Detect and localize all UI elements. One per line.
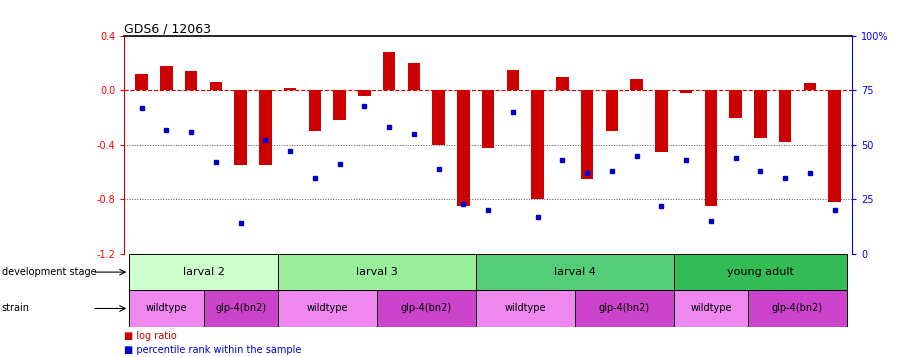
Bar <box>210 82 222 90</box>
Text: young adult: young adult <box>727 267 794 277</box>
Bar <box>129 290 204 327</box>
Text: ■ log ratio: ■ log ratio <box>124 331 177 341</box>
Text: development stage: development stage <box>2 267 97 277</box>
Bar <box>383 52 395 90</box>
Bar <box>680 90 693 93</box>
Bar <box>674 254 847 290</box>
Bar <box>129 254 278 290</box>
Text: wildtype: wildtype <box>690 303 731 313</box>
Bar <box>358 90 370 96</box>
Bar <box>278 290 377 327</box>
Bar <box>377 290 476 327</box>
Bar <box>433 90 445 145</box>
Bar <box>185 71 197 90</box>
Bar <box>531 90 543 199</box>
Text: wildtype: wildtype <box>146 303 187 313</box>
Bar <box>729 90 741 117</box>
Bar <box>204 290 278 327</box>
Text: larval 4: larval 4 <box>554 267 596 277</box>
Bar <box>779 90 791 142</box>
Bar <box>828 90 841 202</box>
Bar <box>482 90 495 147</box>
Text: glp-4(bn2): glp-4(bn2) <box>401 303 452 313</box>
Bar <box>754 90 766 138</box>
Bar <box>674 290 748 327</box>
Bar <box>655 90 668 152</box>
Bar <box>476 290 575 327</box>
Text: larval 2: larval 2 <box>182 267 225 277</box>
Bar <box>804 84 816 90</box>
Text: strain: strain <box>2 303 29 313</box>
Text: glp-4(bn2): glp-4(bn2) <box>599 303 650 313</box>
Text: wildtype: wildtype <box>307 303 348 313</box>
Bar <box>556 77 568 90</box>
Bar <box>705 90 717 206</box>
Bar <box>575 290 674 327</box>
Bar <box>507 70 519 90</box>
Bar <box>278 254 476 290</box>
Bar <box>748 290 847 327</box>
Text: glp-4(bn2): glp-4(bn2) <box>216 303 266 313</box>
Bar <box>160 66 172 90</box>
Bar <box>581 90 593 179</box>
Bar <box>284 87 297 90</box>
Bar <box>309 90 321 131</box>
Text: wildtype: wildtype <box>505 303 546 313</box>
Bar <box>476 254 674 290</box>
Bar <box>135 74 148 90</box>
Bar <box>631 79 643 90</box>
Text: glp-4(bn2): glp-4(bn2) <box>772 303 823 313</box>
Bar <box>408 63 420 90</box>
Text: larval 3: larval 3 <box>356 267 398 277</box>
Bar <box>259 90 272 165</box>
Bar <box>235 90 247 165</box>
Text: ■ percentile rank within the sample: ■ percentile rank within the sample <box>124 345 302 355</box>
Text: GDS6 / 12063: GDS6 / 12063 <box>124 23 211 36</box>
Bar <box>606 90 618 131</box>
Bar <box>333 90 345 120</box>
Bar <box>457 90 470 206</box>
